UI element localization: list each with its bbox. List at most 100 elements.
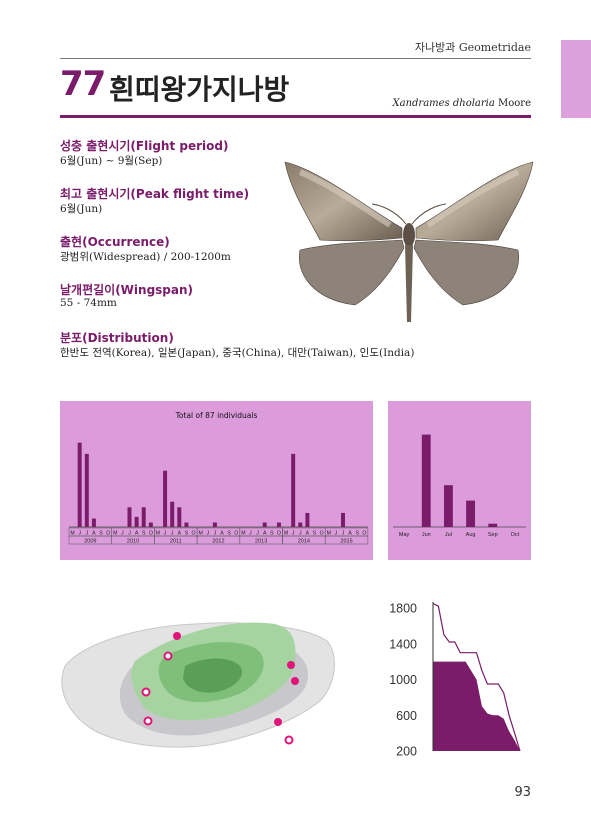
author: Moore [498,98,531,109]
year-tick-label: 2013 [255,539,267,545]
record-dot [287,661,295,669]
year-tick-label: 2012 [212,539,224,545]
month-tick-label: S [270,531,274,537]
bar [262,522,267,527]
peak-flight-label: 최고 출현시기(Peak flight time) [60,187,250,201]
month-tick-label: O [277,531,281,537]
max-elevation-line [432,602,521,752]
month-tick-label: May [399,532,410,538]
wingspan-label: 날개편길이(Wingspan) [60,283,194,297]
year-tick-label: 2011 [170,539,182,545]
month-tick-label: A [135,531,139,537]
month-tick-label: A [348,531,352,537]
record-dot [143,716,153,726]
record-dot [163,651,173,661]
bar [184,522,189,527]
month-tick-label: J [164,531,167,537]
monthly-bars-svg: May Jun Jul Aug Sep Oct [393,434,526,538]
occurrence-value: 광범위(Widespread) / 200-1200m [60,251,231,263]
bar [421,434,431,527]
month-tick-label: M [327,531,331,537]
month-tick-label: J [85,531,88,537]
peak-flight-value: 6월(Jun) [60,203,103,215]
month-tick-label: A [306,531,310,537]
bar [177,507,182,527]
month-tick-label: M [113,531,117,537]
bar [77,442,82,527]
month-tick-label: S [99,531,103,537]
month-tick-label: S [185,531,189,537]
distribution-value: 한반도 전역(Korea), 일본(Japan), 중국(China), 대만(… [60,347,415,359]
month-tick-label: O [234,531,238,537]
scientific-name: Xandrames dholaria Moore [392,98,531,109]
month-tick-label: Jul [445,532,452,538]
month-tick-label: J [128,531,131,537]
month-tick-label: Sep [488,532,498,538]
record-dot [284,735,294,745]
month-tick-label: A [263,531,267,537]
bar [141,507,146,527]
month-tick-label: J [206,531,209,537]
month-tick-label: O [362,531,366,537]
month-tick-label: Jun [422,532,431,538]
chart-title: Total of 87 individuals [175,411,258,420]
bar [91,518,96,527]
year-tick-label: 2015 [340,539,352,545]
month-tick-label: J [249,531,252,537]
month-tick-label: M [156,531,160,537]
year-tick-label: 2009 [84,539,96,545]
bar [291,453,296,527]
bar [84,453,89,527]
month-tick-label: Aug [466,532,476,538]
month-tick-label: Oct [511,532,520,538]
y-tick-label: 600 [396,709,417,723]
month-tick-label: O [106,531,110,537]
header-rule [60,58,531,59]
month-tick-label: S [142,531,146,537]
month-tick-label: J [256,531,259,537]
section-tab [561,40,591,118]
bar [127,507,132,527]
title-rule [60,115,531,118]
y-tick-label: 200 [396,745,417,759]
month-tick-label: M [198,531,202,537]
bar [298,522,303,527]
bar [488,523,498,527]
scientific-binomial: Xandrames dholaria [392,98,495,109]
yearly-occurrence-chart: Total of 87 individuals M J J A S O 2009 M J J A S O… [60,401,373,560]
bar [443,485,453,527]
month-tick-label: J [78,531,81,537]
y-tick-label: 1800 [389,602,417,616]
year-tick-label: 2014 [298,539,310,545]
month-tick-label: A [220,531,224,537]
month-tick-label: A [178,531,182,537]
wingspan-value: 55 - 74mm [60,297,117,309]
month-tick-label: J [335,531,338,537]
month-tick-label: S [355,531,359,537]
month-tick-label: J [214,531,217,537]
occupied-elevation-area [433,661,520,751]
distribution-label: 분포(Distribution) [60,331,174,345]
month-tick-label: J [292,531,295,537]
year-label-box [324,535,369,545]
month-tick-label: J [342,531,345,537]
jeju-island-map [61,622,335,748]
species-korean-name: 흰띠왕가지나방 [109,73,290,106]
record-dot [141,687,151,697]
month-tick-label: S [313,531,317,537]
page-number: 93 [514,785,531,800]
month-tick-label: M [284,531,288,537]
month-tick-label: O [149,531,153,537]
bar [466,500,476,527]
month-tick-label: M [241,531,245,537]
bar [148,522,153,527]
y-tick-label: 1400 [389,637,417,651]
family-label: 자나방과 Geometridae [414,41,531,54]
record-dot [291,677,299,685]
month-tick-label: J [121,531,124,537]
moth-specimen-image [284,161,534,322]
record-dot [274,718,282,726]
month-tick-label: M [70,531,74,537]
bar [276,522,281,527]
